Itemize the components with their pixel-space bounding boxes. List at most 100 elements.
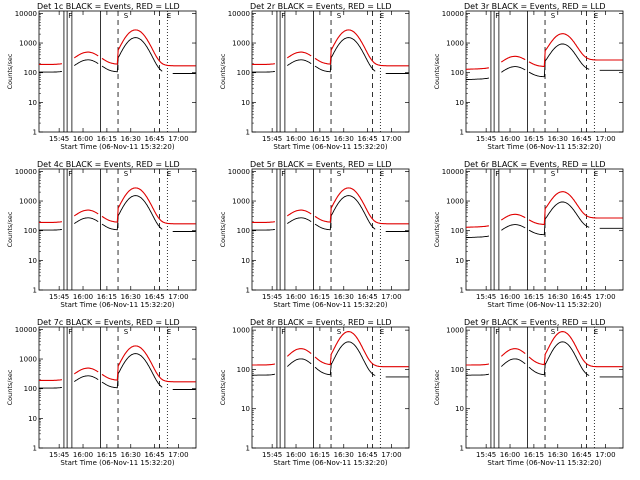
plot-frame: [251, 326, 410, 449]
plot-frame: [465, 10, 624, 133]
chart-title: Det 8r BLACK = Events, RED = LLD: [250, 318, 392, 327]
y-axis-label: Counts/sec: [433, 369, 441, 405]
y-tick-label: 10000: [442, 168, 464, 176]
events-series-line: [466, 43, 623, 81]
events-series-line: [39, 353, 196, 390]
x-tick-label: 16:15: [310, 293, 330, 301]
x-tick-label: 16:30: [548, 451, 568, 459]
lld-series-line: [252, 331, 409, 368]
events-series-line: [252, 37, 409, 74]
marker-F: F: [495, 12, 499, 20]
x-tick-label: 16:00: [286, 451, 306, 459]
x-axis-label: Start Time (06-Nov-11 15:32:20): [60, 459, 174, 467]
y-tick-label: 1: [246, 445, 250, 453]
y-tick-label: 10: [28, 99, 37, 107]
chart-title: Det 5r BLACK = Events, RED = LLD: [250, 160, 392, 169]
y-tick-label: 100: [451, 366, 464, 374]
x-tick-label: 17:00: [168, 293, 188, 301]
chart-panel-5: Det 5r BLACK = Events, RED = LLD 1 10 100 10…: [219, 160, 410, 309]
y-axis-label: Counts/sec: [219, 53, 227, 89]
events-series-line: [466, 341, 623, 378]
lld-series-line: [466, 331, 623, 368]
y-tick-label: 1000: [19, 40, 37, 48]
x-axis-label: Start Time (06-Nov-11 15:32:20): [60, 301, 174, 309]
y-tick-label: 10: [455, 99, 464, 107]
marker-S: S: [124, 12, 129, 20]
marker-S: S: [337, 12, 342, 20]
x-tick-label: 16:00: [500, 293, 520, 301]
marker-F: F: [495, 170, 499, 178]
x-tick-label: 17:00: [381, 451, 401, 459]
lld-series-line: [252, 187, 409, 225]
chart-panel-7: Det 7c BLACK = Events, RED = LLD 1 10 100 10…: [6, 318, 197, 467]
x-tick-label: 16:30: [121, 135, 141, 143]
x-tick-label: 15:45: [262, 293, 282, 301]
y-tick-label: 1: [460, 445, 464, 453]
marker-E: E: [594, 170, 598, 178]
x-tick-label: 15:45: [476, 293, 496, 301]
marker-F: F: [281, 328, 285, 336]
y-tick-label: 100: [24, 69, 37, 77]
plot-frame: [38, 326, 197, 449]
x-tick-label: 17:00: [595, 451, 615, 459]
chart-title: Det 3r BLACK = Events, RED = LLD: [464, 2, 606, 11]
y-tick-label: 1: [460, 287, 464, 295]
x-tick-label: 16:00: [286, 293, 306, 301]
marker-F: F: [281, 170, 285, 178]
plot-frame: [251, 168, 410, 291]
marker-S: S: [337, 328, 342, 336]
y-tick-label: 100: [237, 227, 250, 235]
chart-title: Det 1c BLACK = Events, RED = LLD: [37, 2, 180, 11]
x-tick-label: 15:45: [49, 293, 69, 301]
y-tick-label: 10000: [15, 168, 37, 176]
x-tick-label: 16:45: [145, 293, 165, 301]
y-tick-label: 10: [241, 257, 250, 265]
x-tick-label: 16:45: [145, 135, 165, 143]
x-tick-label: 16:30: [334, 135, 354, 143]
x-tick-label: 16:00: [73, 451, 93, 459]
plot-frame: [38, 168, 197, 291]
y-axis-label: Counts/sec: [6, 211, 14, 247]
chart-title: Det 9r BLACK = Events, RED = LLD: [464, 318, 606, 327]
chart-panel-1: Det 1c BLACK = Events, RED = LLD 1 10 100 10…: [6, 2, 197, 151]
x-tick-label: 16:00: [286, 135, 306, 143]
y-tick-label: 100: [237, 69, 250, 77]
marker-E: E: [167, 328, 171, 336]
x-tick-label: 16:15: [310, 135, 330, 143]
events-series-line: [39, 195, 196, 232]
x-tick-label: 16:45: [572, 451, 592, 459]
x-tick-label: 16:45: [572, 135, 592, 143]
chart-panel-6: Det 6r BLACK = Events, RED = LLD 1 10 100 10…: [433, 160, 624, 309]
x-tick-label: 17:00: [595, 135, 615, 143]
x-tick-label: 16:30: [548, 135, 568, 143]
y-tick-label: 1: [33, 287, 37, 295]
y-tick-label: 1000: [232, 40, 250, 48]
x-tick-label: 16:45: [358, 451, 378, 459]
x-tick-label: 16:30: [334, 451, 354, 459]
plot-frame: [465, 168, 624, 291]
x-tick-label: 17:00: [381, 135, 401, 143]
lld-series-line: [466, 33, 623, 70]
x-tick-label: 17:00: [381, 293, 401, 301]
y-tick-label: 1000: [19, 198, 37, 206]
x-tick-label: 16:15: [524, 293, 544, 301]
x-tick-label: 16:15: [97, 451, 117, 459]
marker-E: E: [380, 328, 384, 336]
marker-E: E: [167, 12, 171, 20]
x-tick-label: 16:30: [121, 293, 141, 301]
x-tick-label: 16:45: [572, 293, 592, 301]
chart-panel-9: Det 9r BLACK = Events, RED = LLD 1 10 100 10…: [433, 318, 624, 467]
y-tick-label: 10000: [228, 10, 250, 18]
events-series-line: [252, 341, 409, 378]
x-tick-label: 16:30: [121, 451, 141, 459]
y-tick-label: 1: [33, 445, 37, 453]
y-tick-label: 100: [24, 385, 37, 393]
y-tick-label: 100: [451, 69, 464, 77]
x-tick-label: 15:45: [476, 135, 496, 143]
marker-S: S: [337, 170, 342, 178]
marker-F: F: [495, 328, 499, 336]
lld-series-line: [252, 29, 409, 67]
marker-F: F: [68, 328, 72, 336]
x-tick-label: 16:45: [145, 451, 165, 459]
